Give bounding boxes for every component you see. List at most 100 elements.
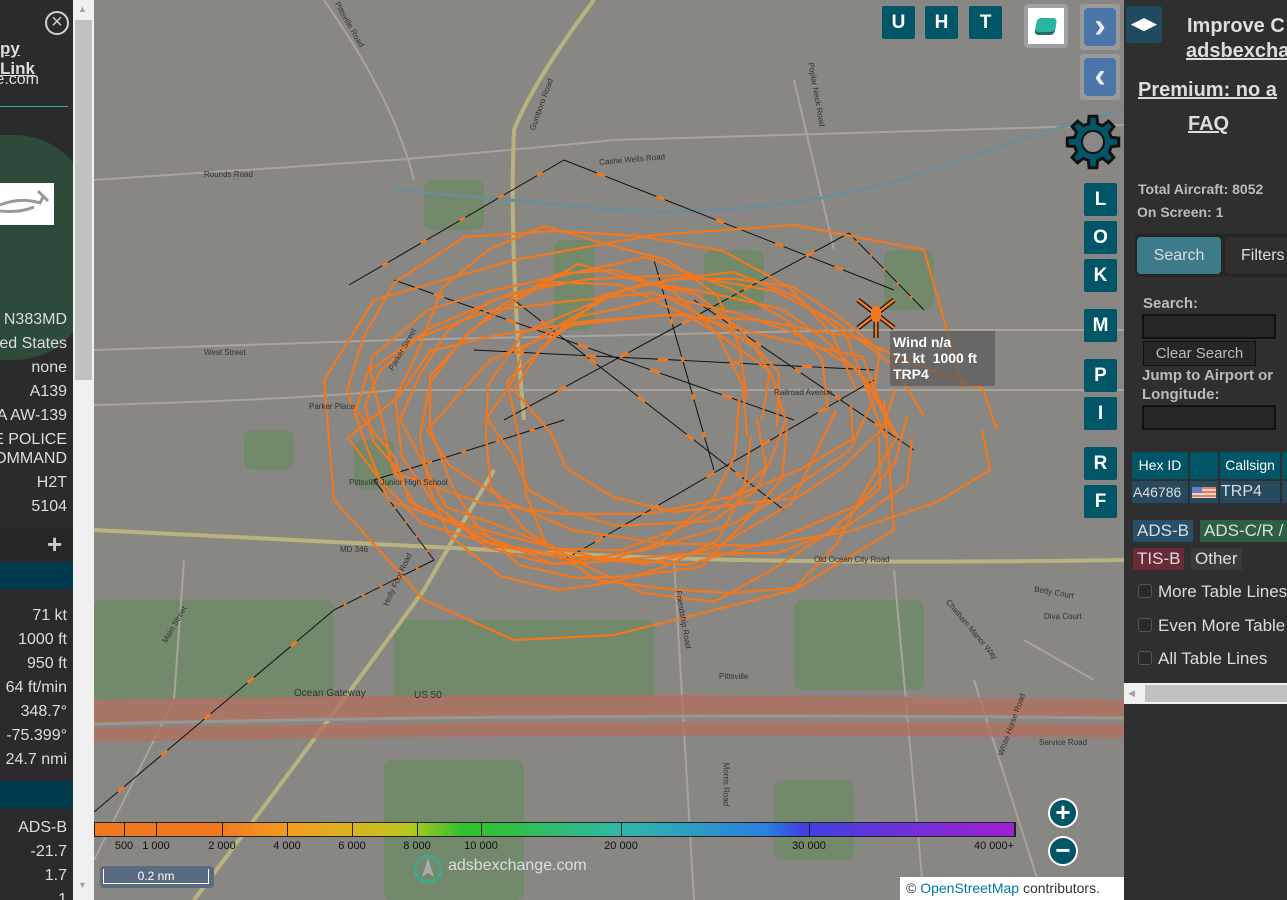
scroll-up-icon[interactable]: ▲: [78, 4, 87, 14]
altitude-tick: [222, 823, 223, 837]
aircraft-info-panel: × py Link e.com N383MD ed States none A1…: [0, 0, 94, 900]
horizontal-scrollbar[interactable]: ◀: [1124, 683, 1287, 704]
zoom-out-button[interactable]: −: [1048, 836, 1078, 866]
button-k[interactable]: K: [1084, 259, 1117, 292]
zoom-in-button[interactable]: +: [1048, 798, 1078, 828]
layers-icon: [1028, 8, 1064, 44]
road-label: MD 346: [340, 545, 369, 554]
altitude-tick: [156, 823, 157, 837]
altitude-tick-label: 20 000: [604, 840, 638, 852]
close-icon[interactable]: ×: [45, 11, 69, 35]
scroll-left-icon[interactable]: ◀: [1128, 688, 1135, 698]
aircraft-label[interactable]: Wind n/a 71 kt 1000 ft TRP4: [890, 331, 995, 386]
button-o[interactable]: O: [1084, 221, 1117, 254]
woodland: [774, 780, 854, 860]
category: H2T: [36, 474, 67, 491]
callsign-text: TRP4: [893, 366, 929, 382]
altitude-tick-label: 500: [114, 840, 134, 852]
adsbx-logo-icon: [413, 853, 443, 885]
road-gumboro: [510, 0, 596, 421]
toggle-sidebar-icon[interactable]: ◀▶: [1126, 6, 1162, 43]
altitude-tick-label: 4 000: [273, 840, 301, 852]
sidebar: ◀▶ Improve C adsbexcha Premium: no a FAQ…: [1124, 0, 1287, 900]
divider: [0, 106, 68, 107]
cell-hex: A46786: [1132, 481, 1188, 503]
more-lines-checkbox[interactable]: [1138, 584, 1152, 598]
collapse-sidebar-button[interactable]: ‹: [1080, 54, 1120, 100]
operator-2: OMMAND: [0, 450, 67, 467]
tab-search[interactable]: Search: [1137, 237, 1221, 274]
scale-bar: 0.2 nm: [100, 866, 214, 888]
button-h[interactable]: H: [925, 6, 958, 39]
button-t[interactable]: T: [969, 6, 1002, 39]
vertical-rate: 64 ft/min: [5, 679, 67, 696]
road: [323, 0, 415, 181]
tag-adsc[interactable]: ADS-C/R /: [1200, 520, 1287, 542]
section-band: [0, 562, 73, 589]
country: ed States: [0, 335, 67, 352]
premium-link[interactable]: Premium: no a: [1138, 79, 1277, 101]
road-label: Parker Place: [309, 402, 355, 411]
tag-other[interactable]: Other: [1191, 548, 1242, 570]
even-more-lines-checkbox[interactable]: [1138, 618, 1152, 632]
more-lines-label[interactable]: More Table Lines: [1158, 582, 1287, 601]
col-callsign[interactable]: Callsign: [1220, 452, 1280, 479]
expand-sidebar-button[interactable]: ›: [1080, 4, 1120, 50]
all-lines-checkbox[interactable]: [1138, 651, 1152, 665]
road-label: Rounds Road: [204, 170, 253, 179]
road-label: US 50: [414, 690, 442, 701]
button-i[interactable]: I: [1084, 397, 1117, 430]
altitude-tick-label: 6 000: [338, 840, 366, 852]
altitude-tick-label: 1 000: [142, 840, 170, 852]
scroll-thumb[interactable]: [75, 20, 92, 380]
button-p[interactable]: P: [1084, 359, 1117, 392]
altitude-tick: [417, 823, 418, 837]
all-lines-label[interactable]: All Table Lines: [1158, 649, 1268, 668]
domain-text: e.com: [0, 71, 39, 88]
woodland: [394, 620, 654, 710]
track-segment: [484, 280, 896, 604]
cell-callsign: TRP4: [1220, 481, 1280, 503]
chevron-left-icon: ‹: [1084, 58, 1116, 96]
map[interactable]: Pittsville Road Gumboro Road Rounds Road Ca…: [94, 0, 1124, 900]
track-segment: [354, 255, 837, 566]
scroll-down-icon[interactable]: ▼: [78, 880, 87, 890]
col-flag[interactable]: [1190, 452, 1218, 479]
jump-input[interactable]: [1142, 405, 1276, 430]
button-u[interactable]: U: [882, 6, 915, 39]
search-input[interactable]: [1142, 314, 1276, 339]
track-segment: [512, 277, 897, 514]
distance: 24.7 nmi: [5, 751, 67, 768]
highway-us50-south: [94, 721, 1124, 742]
db-flags: none: [31, 359, 67, 376]
col-hex-id[interactable]: Hex ID: [1132, 452, 1188, 479]
tab-filters[interactable]: Filters: [1225, 237, 1287, 274]
section-band: [0, 781, 73, 808]
settings-gear-icon[interactable]: [1062, 112, 1124, 177]
road-label: Railroad Avenue: [774, 388, 833, 397]
tag-adsb[interactable]: ADS-B: [1133, 520, 1193, 542]
road: [94, 329, 1124, 351]
scroll-thumb[interactable]: [1145, 685, 1287, 702]
woodland: [884, 250, 934, 310]
button-r[interactable]: R: [1084, 447, 1117, 480]
tag-tisb[interactable]: TIS-B: [1133, 548, 1185, 570]
even-more-lines-label[interactable]: Even More Table: [1158, 616, 1286, 635]
expand-plus-icon[interactable]: +: [47, 529, 63, 559]
faq-link[interactable]: FAQ: [1188, 113, 1230, 135]
osm-link[interactable]: OpenStreetMap: [920, 880, 1020, 896]
track-segment: [346, 312, 914, 565]
clear-search-button[interactable]: Clear Search: [1143, 341, 1256, 366]
track-segment: [418, 268, 753, 592]
button-m[interactable]: M: [1084, 309, 1117, 342]
track-segment: [368, 273, 925, 567]
copy-link[interactable]: py Link: [0, 39, 35, 78]
layers-button[interactable]: [1024, 4, 1068, 48]
copyright-symbol: ©: [906, 880, 917, 896]
left-scrollbar[interactable]: ▲ ▼: [73, 0, 94, 900]
squawk: 5104: [31, 498, 67, 515]
button-f[interactable]: F: [1084, 485, 1117, 518]
adsbx-link[interactable]: adsbexcha: [1186, 40, 1287, 62]
road: [1023, 639, 1095, 681]
button-l[interactable]: L: [1084, 183, 1117, 216]
